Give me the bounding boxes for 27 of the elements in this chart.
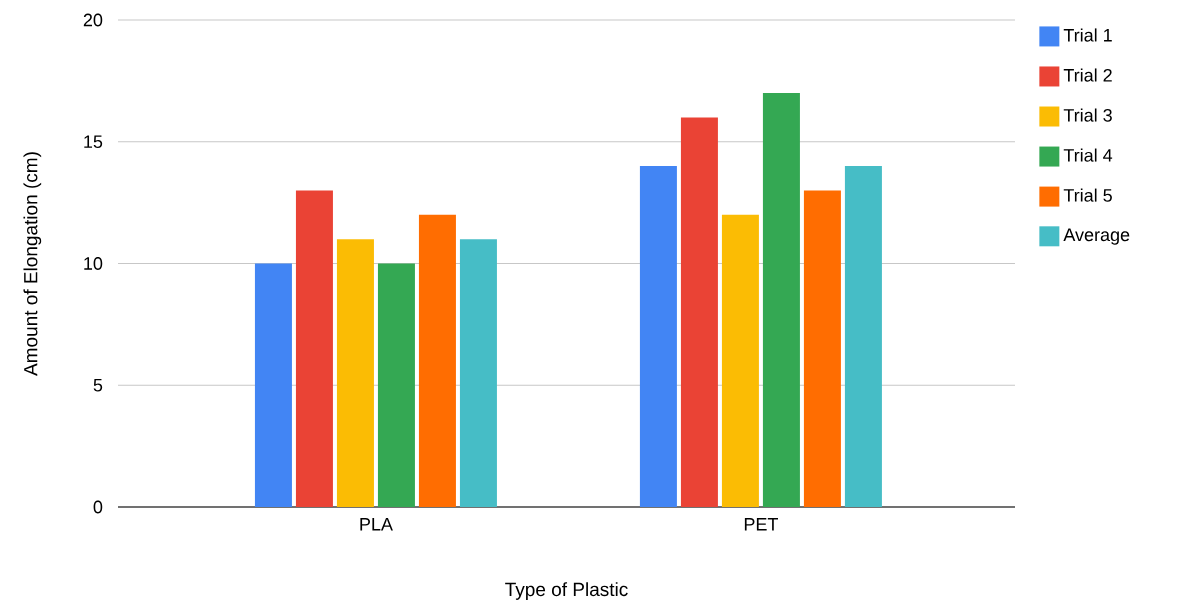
legend-label: Trial 3 bbox=[1063, 108, 1112, 122]
bar bbox=[418, 215, 456, 508]
x-tick-label: PLA bbox=[360, 518, 393, 531]
bar bbox=[336, 239, 374, 508]
y-tick-label: 5 bbox=[93, 379, 103, 392]
bar bbox=[803, 190, 841, 508]
legend-label: Trial 4 bbox=[1063, 148, 1113, 162]
bar bbox=[762, 93, 800, 508]
bar bbox=[639, 166, 677, 508]
bar bbox=[844, 166, 882, 508]
bar bbox=[377, 263, 415, 508]
bar bbox=[680, 117, 718, 508]
x-tick-label: PET bbox=[744, 518, 778, 531]
bar bbox=[254, 263, 292, 508]
legend-label: Trial 5 bbox=[1063, 188, 1112, 203]
bar bbox=[721, 215, 759, 508]
legend-label: Average bbox=[1063, 228, 1130, 245]
legend-label: Trial 1 bbox=[1063, 28, 1112, 42]
y-tick-label: 0 bbox=[93, 500, 103, 514]
y-axis-title: Amount of Elongation (cm) bbox=[23, 152, 42, 377]
bar bbox=[295, 190, 333, 508]
x-axis-title: Type of Plastic bbox=[505, 582, 628, 601]
y-tick-label: 10 bbox=[84, 257, 103, 271]
bar bbox=[459, 239, 497, 508]
y-tick-label: 20 bbox=[83, 13, 103, 27]
y-tick-label: 15 bbox=[84, 135, 103, 149]
legend-label: Trial 2 bbox=[1063, 68, 1112, 82]
